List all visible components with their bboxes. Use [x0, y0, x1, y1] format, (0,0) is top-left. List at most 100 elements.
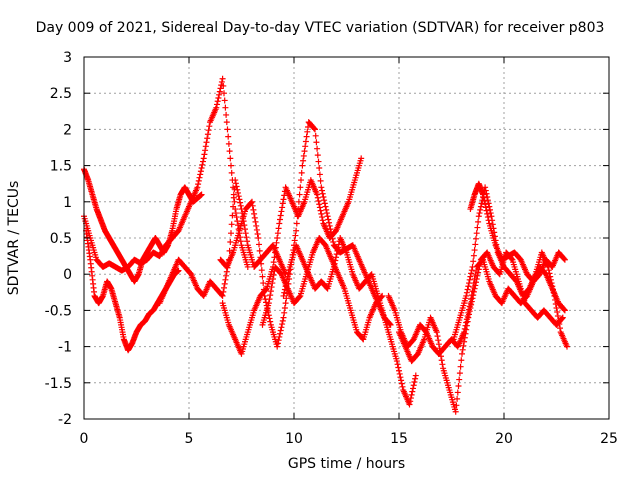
x-tick-label: 25 [600, 431, 618, 447]
data-point [293, 227, 300, 234]
data-point [297, 184, 304, 191]
data-point [244, 263, 251, 270]
data-point [459, 350, 465, 357]
data-point [226, 247, 233, 254]
data-point [315, 197, 322, 204]
data-point [325, 216, 332, 223]
data-point [277, 330, 283, 337]
data-point [555, 317, 562, 324]
data-point [281, 289, 288, 296]
data-point [201, 151, 208, 158]
data-point [410, 385, 416, 392]
data-point [561, 255, 568, 262]
data-point [253, 222, 260, 229]
data-point [270, 272, 277, 279]
data-point [554, 309, 561, 316]
data-point [281, 304, 288, 311]
data-point [281, 286, 288, 293]
data-point [274, 343, 281, 350]
data-point [243, 234, 250, 241]
data-point [484, 214, 491, 221]
data-point [412, 375, 419, 382]
data-point [277, 216, 283, 223]
data-point [456, 376, 463, 383]
data-point [228, 162, 234, 169]
data-point [300, 152, 307, 159]
data-point [463, 322, 470, 329]
data-point [301, 148, 308, 155]
x-tick-label: 10 [285, 431, 303, 447]
data-point [483, 207, 490, 214]
y-tick-label: 1.5 [50, 159, 72, 175]
data-point [292, 232, 299, 239]
data-point [235, 193, 242, 200]
data-point [234, 186, 241, 193]
data-point [276, 333, 283, 340]
data-point [335, 244, 342, 251]
data-point [256, 247, 263, 254]
data-point [258, 267, 265, 274]
y-tick-label: 2.5 [50, 86, 72, 102]
data-point [317, 207, 324, 214]
data-point [311, 125, 318, 132]
data-point [226, 148, 233, 155]
data-point [437, 349, 444, 356]
data-point [551, 292, 558, 299]
data-point [396, 370, 403, 377]
data-point [469, 263, 476, 270]
data-point [263, 286, 269, 293]
data-series-track-h [280, 235, 419, 408]
data-point [462, 330, 469, 337]
data-point [319, 217, 326, 224]
data-point [463, 326, 470, 333]
data-point [271, 254, 278, 261]
data-point [218, 78, 225, 85]
data-point [279, 321, 286, 328]
data-point [252, 218, 259, 225]
data-point [300, 157, 307, 164]
data-point [464, 318, 471, 325]
data-point [314, 145, 321, 152]
data-point [406, 401, 413, 408]
data-point [263, 299, 269, 306]
data-point [223, 111, 230, 118]
data-point [204, 131, 211, 138]
data-point [553, 304, 560, 311]
data-point [291, 237, 298, 244]
data-point [321, 200, 328, 207]
data-point [202, 143, 209, 150]
data-point [228, 221, 235, 228]
data-point [470, 258, 477, 265]
data-point [283, 280, 290, 287]
data-point [454, 389, 461, 396]
data-point [199, 161, 206, 168]
data-point [278, 208, 285, 215]
data-point [194, 184, 201, 191]
data-point [302, 138, 309, 145]
data-point [466, 280, 472, 287]
data-point [319, 190, 326, 197]
data-point [330, 239, 337, 246]
data-point [216, 91, 223, 98]
data-point [251, 210, 258, 217]
data-point [438, 353, 444, 360]
data-point [561, 306, 568, 313]
x-axis-label: GPS time / hours [287, 456, 406, 472]
data-point [269, 280, 276, 287]
data-point [242, 226, 248, 233]
data-point [459, 346, 466, 353]
data-point [302, 143, 309, 150]
y-tick-label: -1.5 [45, 376, 72, 392]
data-point [314, 194, 321, 201]
data-point [273, 239, 280, 246]
data-point [272, 244, 279, 251]
data-point [276, 220, 283, 227]
data-point [322, 203, 329, 210]
data-point [221, 90, 227, 97]
data-point [552, 300, 559, 307]
data-point [286, 267, 293, 274]
data-point [324, 213, 331, 220]
data-point [452, 408, 459, 415]
data-point [248, 199, 255, 206]
data-point [204, 135, 211, 142]
